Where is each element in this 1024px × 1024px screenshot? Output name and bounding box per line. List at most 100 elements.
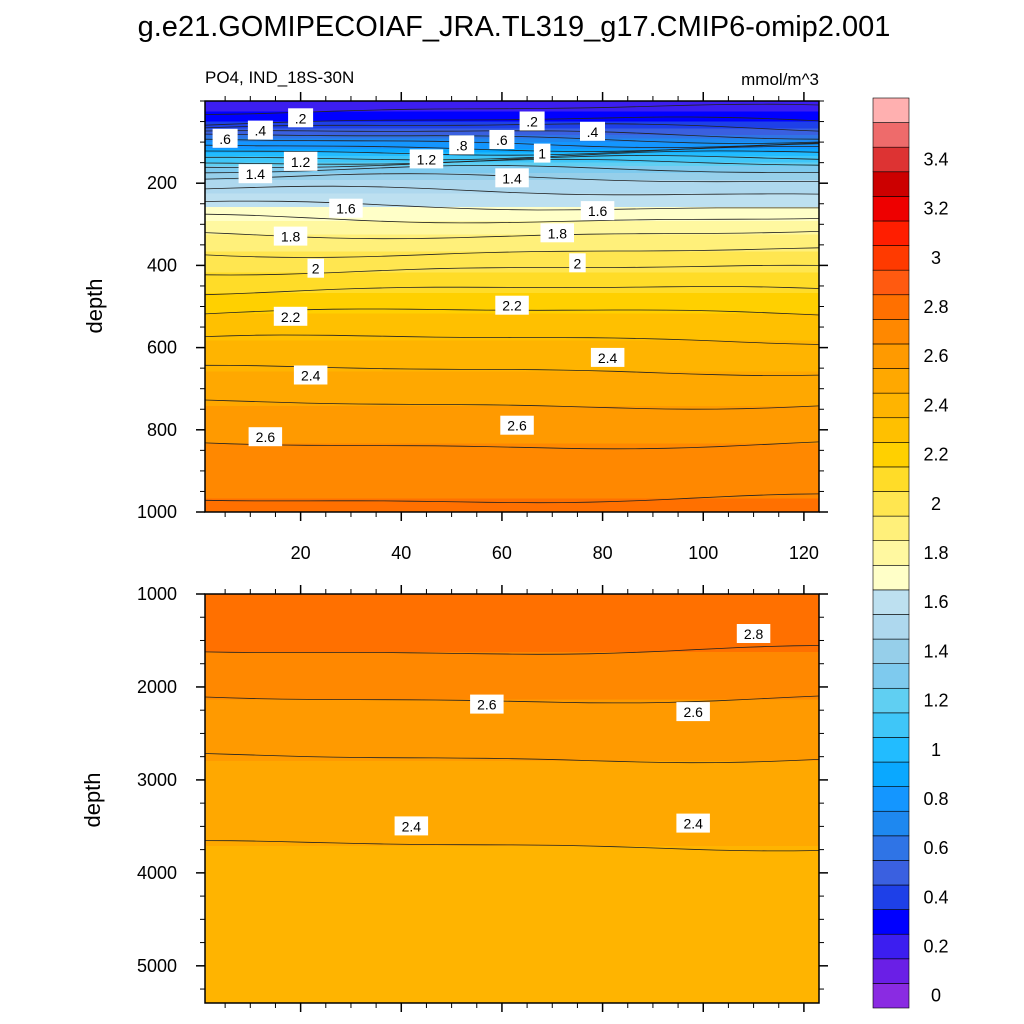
upper-y-tick-label: 400 bbox=[147, 255, 177, 275]
colorbar-label: 1.8 bbox=[923, 543, 948, 563]
upper-contour-label-box bbox=[212, 128, 238, 148]
lower-contour-line bbox=[205, 840, 819, 852]
upper-contour-label-text: .4 bbox=[255, 123, 267, 139]
colorbar-swatch bbox=[872, 614, 910, 640]
upper-contour-label-text: 2.6 bbox=[507, 418, 527, 434]
lower-contour-label-text: 2.4 bbox=[683, 816, 703, 832]
upper-contour-label-text: 1.8 bbox=[281, 229, 301, 245]
upper-contour-label: .2 bbox=[288, 108, 314, 128]
colorbar-label: 1.4 bbox=[923, 641, 948, 661]
upper-contour-label-box bbox=[409, 149, 444, 169]
upper-contour-label-text: 2.6 bbox=[256, 429, 276, 445]
upper-contour-label-box bbox=[580, 121, 605, 141]
upper-contour-label: 2.6 bbox=[248, 427, 283, 447]
left-subtitle: PO4, IND_18S-30N bbox=[205, 68, 354, 87]
colorbar-swatch bbox=[872, 171, 910, 197]
colorbar-swatch bbox=[872, 958, 910, 984]
upper-contour-label-box bbox=[247, 120, 273, 140]
upper-contour-label-box bbox=[489, 130, 515, 149]
colorbar-label: 1.6 bbox=[923, 592, 948, 612]
lower-y-axis-label: depth bbox=[80, 772, 105, 827]
lower-contour-label: 2.6 bbox=[676, 702, 710, 722]
upper-contour-label-text: 1.4 bbox=[246, 166, 266, 182]
upper-y-tick-label: 600 bbox=[147, 338, 177, 358]
upper-contour-label-text: .8 bbox=[456, 137, 468, 153]
upper-y-tick-label: 1000 bbox=[137, 502, 177, 522]
upper-contour-label: .8 bbox=[449, 135, 475, 155]
upper-ticks: 20 40 60 80 100 120 200 400 600 800 1000 bbox=[137, 92, 828, 563]
colorbar-swatch bbox=[872, 294, 910, 320]
colorbar-swatch bbox=[872, 122, 910, 148]
upper-contour-label-box bbox=[533, 143, 551, 163]
upper-contour-label-text: .2 bbox=[295, 110, 307, 126]
upper-contour-label-text: .2 bbox=[526, 114, 538, 130]
upper-contour-label: .6 bbox=[212, 128, 238, 148]
colorbar-swatch bbox=[872, 933, 910, 960]
upper-contour-label-text: .4 bbox=[587, 124, 599, 140]
lower-contour-label: 2.6 bbox=[470, 694, 504, 714]
upper-contour-labels: .6 .4 .2 .2 .4 .8 .6 1 1.2 1.2 1.4 1.4 1.6 1.6 1.8 1.8 2… bbox=[212, 108, 625, 447]
colorbar-label: 2.2 bbox=[923, 445, 948, 465]
upper-contour-label: 1.2 bbox=[409, 149, 444, 169]
upper-x-tick-label: 80 bbox=[593, 543, 613, 563]
upper-contour-label-box bbox=[273, 306, 308, 326]
colorbar-label: 0.8 bbox=[923, 789, 948, 809]
colorbar-swatch bbox=[872, 860, 910, 886]
lower-y-tick-label: 4000 bbox=[137, 863, 177, 883]
colorbar-swatch bbox=[872, 515, 910, 541]
upper-contour-line bbox=[205, 264, 819, 276]
lower-contour-label-box bbox=[394, 816, 429, 836]
upper-contour-label: 2.2 bbox=[273, 306, 308, 326]
upper-contour-label-box bbox=[283, 151, 318, 171]
upper-contour-label-box bbox=[495, 295, 529, 315]
upper-contour-label: 2.4 bbox=[590, 347, 625, 367]
lower-contour-labels: 2.8 2.6 2.6 2.4 2.4 bbox=[394, 624, 771, 836]
upper-contour-label: 1.2 bbox=[283, 151, 318, 171]
upper-contour-label: .4 bbox=[247, 120, 273, 140]
colorbar-swatch bbox=[872, 319, 910, 345]
upper-contour-label-text: 2.2 bbox=[502, 298, 522, 314]
upper-contour-label-text: 1 bbox=[538, 146, 546, 162]
upper-contour-label-box bbox=[248, 427, 283, 447]
upper-panel: .6.4.2.2.4.8.611.2 1.21.4 1.41.6 1.61.8 1.82… bbox=[82, 92, 828, 563]
upper-contour-label: 1.8 bbox=[273, 226, 308, 246]
colorbar-swatch bbox=[872, 737, 910, 763]
lower-contour-lines bbox=[205, 645, 819, 852]
lower-contour-label-box bbox=[676, 813, 710, 833]
colorbar-swatch bbox=[872, 97, 910, 123]
lower-y-tick-label: 1000 bbox=[137, 584, 177, 604]
upper-contour-label-text: 1.8 bbox=[548, 225, 568, 241]
upper-contour-label-text: 1.4 bbox=[502, 170, 522, 186]
upper-contour-label-box bbox=[590, 347, 625, 367]
colorbar-swatch bbox=[872, 589, 910, 615]
upper-contour-line bbox=[205, 247, 819, 258]
colorbar-swatch bbox=[872, 761, 910, 787]
lower-contour-fill bbox=[205, 594, 819, 1003]
upper-contour-label: .4 bbox=[580, 121, 605, 141]
lower-contour-label-text: 2.4 bbox=[402, 818, 422, 834]
colorbar-swatch bbox=[872, 983, 910, 1009]
lower-contour-line bbox=[205, 695, 819, 704]
colorbar-swatch bbox=[872, 540, 910, 566]
upper-contour-label-text: 2 bbox=[312, 261, 320, 277]
colorbar-swatch bbox=[872, 146, 910, 173]
lower-y-tick-label: 3000 bbox=[137, 770, 177, 790]
colorbar-swatch bbox=[872, 491, 910, 517]
lower-contour-line bbox=[205, 645, 819, 655]
colorbar-label: 1.2 bbox=[923, 691, 948, 711]
upper-x-tick-label: 60 bbox=[492, 543, 512, 563]
upper-contour-line bbox=[205, 200, 819, 211]
colorbar-swatch bbox=[872, 392, 910, 419]
upper-contour-label-text: 1.2 bbox=[417, 151, 437, 167]
upper-contour-label-text: 1.6 bbox=[588, 203, 608, 219]
upper-contour-line bbox=[205, 146, 819, 156]
colorbar-label: 1 bbox=[931, 740, 941, 760]
upper-contour-label-text: .6 bbox=[496, 132, 508, 148]
colorbar-label: 3.4 bbox=[923, 150, 948, 170]
lower-contour-label-text: 2.8 bbox=[744, 626, 764, 642]
lower-contour-label: 2.8 bbox=[736, 624, 771, 643]
upper-contour-label-box bbox=[569, 253, 586, 273]
upper-contour-label: 1.4 bbox=[495, 168, 529, 188]
lower-y-tick-label: 5000 bbox=[137, 956, 177, 976]
